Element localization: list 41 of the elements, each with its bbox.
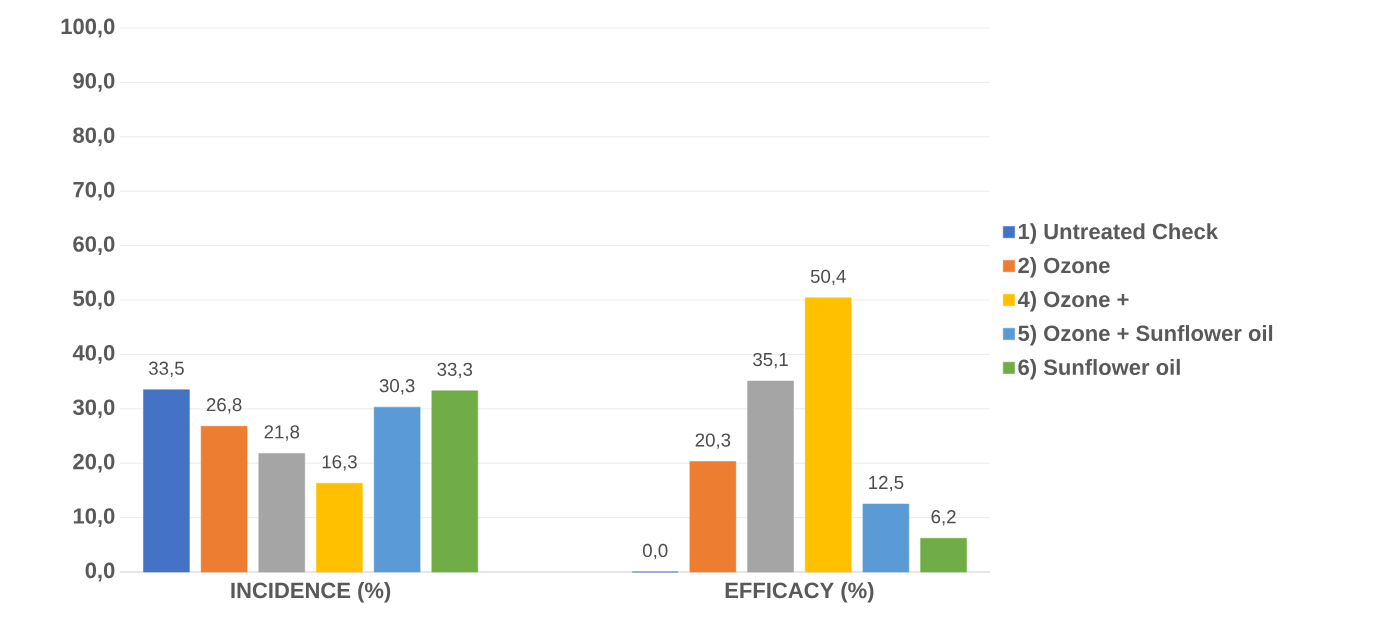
legend-label: 2) Ozone <box>1018 257 1110 278</box>
data-label: 33,3 <box>437 362 473 379</box>
data-label: 26,8 <box>206 398 242 414</box>
y-tick-label: 30,0 <box>72 399 115 419</box>
bar <box>920 538 967 573</box>
bar <box>804 297 852 573</box>
data-label: 6,2 <box>931 510 956 526</box>
bar <box>200 425 248 573</box>
data-label: 50,4 <box>810 269 846 286</box>
y-tick-label: 90,0 <box>73 73 115 92</box>
bar <box>316 483 363 573</box>
data-label: 35,1 <box>753 352 788 369</box>
y-tick-label: 60,0 <box>73 236 115 255</box>
data-label: 12,5 <box>869 475 904 492</box>
legend-label: 5) Ozone + Sunflower oil <box>1018 324 1273 346</box>
data-label: 20,3 <box>695 433 731 449</box>
data-label: 16,3 <box>322 455 357 471</box>
y-tick-label: 50,0 <box>73 290 115 310</box>
y-tick-label: 10,0 <box>73 508 115 527</box>
bar <box>862 503 910 573</box>
bar <box>373 406 421 573</box>
legend-label: 4) Ozone + <box>1017 291 1129 312</box>
bar <box>689 461 737 573</box>
bar <box>747 380 794 573</box>
y-tick-label: 20,0 <box>73 453 115 473</box>
legend-label: 6) Sunflower oil <box>1018 358 1180 380</box>
y-tick-label: 70,0 <box>73 181 115 201</box>
y-tick-label: 100,0 <box>61 18 115 38</box>
data-label: 33,5 <box>148 361 184 378</box>
data-label: 0,0 <box>642 543 668 560</box>
y-tick-label: 0,0 <box>85 562 115 582</box>
y-tick-label: 80,0 <box>73 127 115 147</box>
bar <box>143 389 190 573</box>
x-tick-label: INCIDENCE (%) <box>231 582 391 603</box>
data-label: 21,8 <box>264 425 300 441</box>
data-label: 30,3 <box>379 379 415 395</box>
bar <box>258 453 306 573</box>
x-tick-label: EFFICACY (%) <box>725 582 874 603</box>
bar <box>431 390 479 573</box>
y-tick-label: 40,0 <box>72 345 115 364</box>
legend-label: 1) Untreated Check <box>1018 223 1219 244</box>
